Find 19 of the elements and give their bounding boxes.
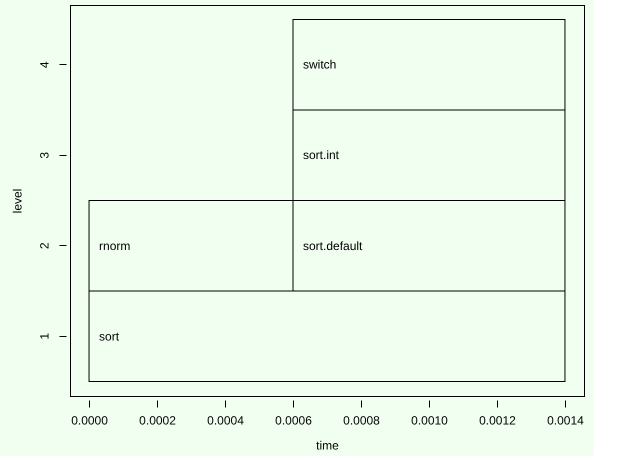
y-tick-label: 3 (38, 152, 52, 159)
y-tick-label: 4 (38, 61, 52, 68)
y-tick-label: 1 (38, 332, 52, 340)
x-tick-label: 0.0000 (71, 414, 108, 428)
data-label: sort.int (303, 148, 340, 162)
x-tick-label: 0.0014 (547, 414, 584, 428)
data-label: sort (99, 329, 120, 344)
x-tick-label: 0.0004 (207, 414, 244, 428)
data-label: sort.default (303, 238, 364, 253)
data-label: switch (303, 58, 336, 72)
y-tick-label: 2 (38, 242, 52, 250)
x-tick-label: 0.0002 (139, 414, 176, 428)
y-axis-title: level (10, 188, 24, 214)
x-tick-label: 0.0006 (275, 414, 312, 428)
x-tick-label: 0.0012 (479, 414, 516, 428)
x-axis-title: time (316, 438, 340, 452)
x-tick-label: 0.0010 (411, 414, 448, 428)
x-tick-label: 0.0008 (343, 414, 380, 428)
data-label: rnorm (99, 238, 130, 253)
